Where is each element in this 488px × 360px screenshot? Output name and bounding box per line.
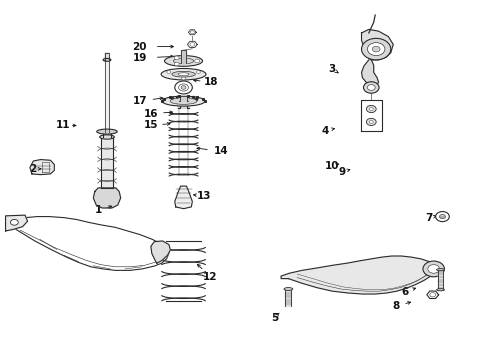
Polygon shape <box>5 215 27 231</box>
Polygon shape <box>361 30 392 60</box>
Ellipse shape <box>164 55 202 66</box>
Circle shape <box>189 42 194 46</box>
Text: 12: 12 <box>203 272 217 282</box>
Circle shape <box>366 85 374 90</box>
Circle shape <box>422 261 444 277</box>
Text: 8: 8 <box>391 301 399 311</box>
Ellipse shape <box>161 68 205 80</box>
Polygon shape <box>103 132 111 137</box>
Circle shape <box>361 39 390 60</box>
Ellipse shape <box>284 288 292 291</box>
Ellipse shape <box>103 58 111 61</box>
Circle shape <box>194 59 199 63</box>
Circle shape <box>427 265 439 273</box>
Circle shape <box>190 31 194 34</box>
Text: 11: 11 <box>56 121 70 130</box>
Ellipse shape <box>173 58 193 64</box>
Text: 14: 14 <box>213 146 228 156</box>
Polygon shape <box>180 50 186 63</box>
Polygon shape <box>360 100 381 131</box>
Polygon shape <box>104 60 109 132</box>
Circle shape <box>196 71 200 73</box>
Text: 15: 15 <box>143 121 158 130</box>
Polygon shape <box>285 289 291 306</box>
Ellipse shape <box>171 71 195 77</box>
Circle shape <box>174 81 192 94</box>
Text: 2: 2 <box>29 164 36 174</box>
Circle shape <box>435 212 448 222</box>
Text: 16: 16 <box>143 109 158 119</box>
Circle shape <box>174 62 179 66</box>
Ellipse shape <box>170 98 197 104</box>
Circle shape <box>439 215 445 219</box>
Circle shape <box>363 82 378 93</box>
Circle shape <box>371 46 379 52</box>
Circle shape <box>429 293 435 297</box>
Text: 10: 10 <box>325 161 339 171</box>
Text: 5: 5 <box>270 313 278 323</box>
Ellipse shape <box>178 73 188 76</box>
Text: 18: 18 <box>203 77 218 87</box>
Text: 3: 3 <box>328 64 335 74</box>
Circle shape <box>368 121 372 123</box>
Text: 4: 4 <box>321 126 328 135</box>
Text: 9: 9 <box>338 167 345 177</box>
Text: 17: 17 <box>132 96 147 106</box>
Ellipse shape <box>171 96 195 103</box>
Polygon shape <box>437 270 443 290</box>
Circle shape <box>181 77 185 80</box>
Circle shape <box>174 56 179 60</box>
Polygon shape <box>361 60 378 85</box>
Text: 7: 7 <box>424 213 431 222</box>
Text: 1: 1 <box>94 206 102 216</box>
Polygon shape <box>30 159 54 175</box>
Polygon shape <box>104 53 110 60</box>
Ellipse shape <box>97 129 117 134</box>
Text: 19: 19 <box>132 53 146 63</box>
Ellipse shape <box>162 96 204 106</box>
Circle shape <box>366 118 375 126</box>
Ellipse shape <box>100 135 114 139</box>
Circle shape <box>366 42 384 55</box>
Circle shape <box>181 86 185 89</box>
Ellipse shape <box>436 289 444 291</box>
Polygon shape <box>93 188 121 208</box>
Circle shape <box>368 108 372 111</box>
Polygon shape <box>281 256 435 294</box>
Text: 6: 6 <box>401 287 408 297</box>
Circle shape <box>166 71 170 73</box>
Polygon shape <box>177 99 189 108</box>
Text: 13: 13 <box>197 191 211 201</box>
Ellipse shape <box>436 269 444 271</box>
Circle shape <box>366 105 375 113</box>
Circle shape <box>10 220 18 225</box>
Polygon shape <box>5 217 168 270</box>
Text: 20: 20 <box>132 42 146 51</box>
Polygon shape <box>101 137 113 188</box>
Polygon shape <box>151 241 170 263</box>
Circle shape <box>178 84 188 91</box>
Polygon shape <box>174 186 192 209</box>
Polygon shape <box>178 96 188 101</box>
